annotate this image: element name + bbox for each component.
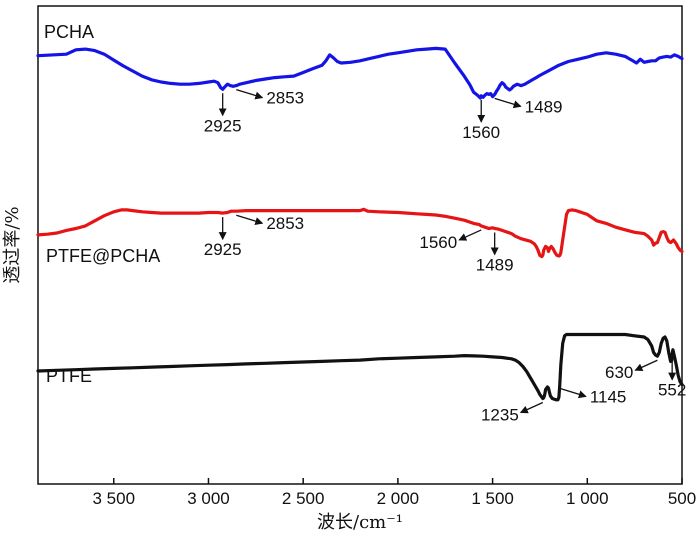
annotation-label: 552 [658,381,686,400]
series-label: PTFE@PCHA [46,246,160,266]
annotation-arrow [519,401,544,414]
series-line-pcha [36,46,684,100]
annotation-label: 1489 [476,255,514,274]
annotation-label: 1489 [525,97,563,116]
x-tick-label: 3 500 [92,489,135,508]
annotation-label: 2925 [204,240,242,259]
annotation-arrow [458,229,482,241]
series-label: PTFE [46,366,92,386]
series-label: PCHA [44,22,94,42]
x-tick-label: 2 000 [377,489,420,508]
annotation-label: 2853 [266,89,304,108]
annotation-arrow [634,359,658,371]
x-tick-label: 3 000 [187,489,230,508]
x-axis-title: 波长/cm⁻¹ [317,512,403,533]
x-tick-label: 2 500 [282,489,325,508]
plot-frame [37,5,683,485]
annotation-label: 2925 [204,116,242,135]
annotation-label: 2853 [266,214,304,233]
series-line-ptfe [36,332,684,402]
annotation-arrow [236,88,264,100]
annotation-arrow [236,214,264,225]
annotation-label: 1235 [481,405,519,424]
annotation-arrow [559,387,587,399]
annotation-label: 630 [605,363,633,382]
annotation-label: 1560 [419,233,457,252]
x-tick-label: 500 [668,489,696,508]
annotation-arrow [494,97,522,109]
series-line-ptfe-pcha [36,207,684,259]
x-tick-label: 1 500 [471,489,514,508]
annotation-label: 1145 [590,387,627,406]
x-tick-label: 1 000 [566,489,609,508]
y-axis-title: 透过率/% [2,206,23,283]
annotation-label: 1560 [462,123,500,142]
